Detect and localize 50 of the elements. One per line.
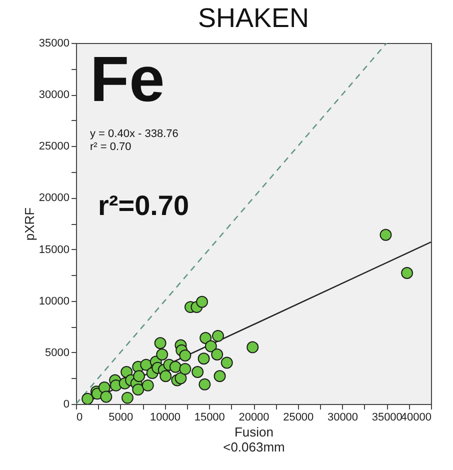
x-tick-label: 0 (76, 412, 83, 424)
point (169, 360, 182, 373)
point (179, 362, 192, 375)
point (133, 370, 145, 382)
y-tick-label: 20000 (38, 192, 70, 204)
y-tick-label: 30000 (38, 89, 70, 102)
point (212, 330, 224, 342)
point (122, 392, 134, 404)
point (401, 267, 414, 279)
x-tick-label: 15000 (194, 412, 225, 424)
x-tick-label: 10000 (150, 412, 181, 424)
point (82, 392, 94, 404)
x-axis-title: Fusion <0.063mm (223, 424, 285, 454)
y-tick-label: 25000 (38, 140, 70, 153)
annotation: y = 0.40x - 338.76 (90, 128, 178, 140)
point (211, 348, 224, 360)
x-tick-label: 35000 (372, 412, 402, 424)
point (142, 379, 154, 392)
x-tick-label: 5000 (108, 412, 134, 424)
point (156, 348, 168, 360)
annotation: r²=0.70 (98, 190, 190, 221)
y-tick-label: 35000 (38, 38, 70, 50)
point (196, 296, 208, 308)
y-tick-label: 15000 (38, 244, 70, 256)
point (214, 370, 226, 382)
point (204, 340, 217, 352)
y-axis-title: pXRF (22, 207, 37, 241)
point (100, 390, 112, 403)
y-tick-label: 10000 (38, 295, 70, 308)
x-tick-label: 30000 (327, 412, 358, 424)
point (192, 366, 204, 378)
annotation: Fe (90, 43, 165, 115)
point (246, 341, 259, 354)
y-tick-label: 0 (63, 398, 70, 410)
point (198, 378, 211, 390)
point (132, 384, 144, 396)
point (220, 356, 233, 369)
point (200, 332, 212, 344)
x-tick-label: 20000 (238, 412, 270, 424)
x-tick-label: 25000 (283, 412, 314, 424)
point (160, 370, 172, 382)
annotation: r² = 0.70 (90, 141, 132, 153)
point (198, 352, 210, 365)
point (174, 372, 187, 384)
point (380, 228, 392, 241)
point (179, 350, 192, 362)
x-tick-label: 40000 (400, 412, 432, 424)
point (154, 337, 166, 350)
y-tick-label: 5000 (45, 346, 70, 359)
chart-title: SHAKEN (198, 3, 310, 33)
